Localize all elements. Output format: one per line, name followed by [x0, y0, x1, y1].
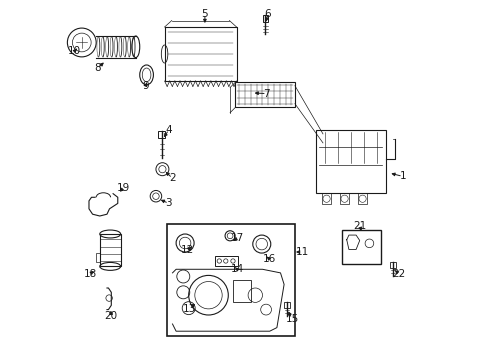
Text: 13: 13 — [183, 304, 196, 314]
Bar — [96, 253, 100, 262]
Text: 20: 20 — [104, 311, 118, 321]
Bar — [215, 256, 238, 266]
Bar — [235, 82, 294, 107]
Bar — [262, 15, 268, 22]
Text: 10: 10 — [68, 46, 81, 56]
Text: 7: 7 — [263, 89, 269, 99]
Text: 15: 15 — [285, 314, 298, 324]
Text: 8: 8 — [94, 63, 101, 73]
Bar — [358, 193, 366, 204]
Text: 9: 9 — [142, 81, 148, 91]
Text: 6: 6 — [264, 9, 271, 19]
Bar — [342, 230, 381, 264]
Bar — [100, 234, 121, 266]
Text: 4: 4 — [165, 125, 172, 135]
Bar — [167, 224, 294, 336]
Bar — [322, 193, 330, 204]
Bar — [158, 131, 164, 138]
Bar — [315, 130, 385, 193]
Text: 19: 19 — [117, 183, 130, 193]
Bar — [340, 193, 348, 204]
Bar — [389, 262, 395, 268]
Text: 12: 12 — [181, 245, 194, 255]
Text: 16: 16 — [263, 254, 276, 264]
Text: 5: 5 — [201, 9, 208, 19]
Text: 1: 1 — [399, 171, 406, 181]
Text: 11: 11 — [295, 247, 308, 257]
Text: 18: 18 — [83, 269, 97, 279]
Text: 21: 21 — [352, 221, 366, 231]
Text: 17: 17 — [230, 233, 244, 243]
Text: 14: 14 — [230, 264, 244, 274]
Text: 22: 22 — [391, 269, 405, 279]
Text: 3: 3 — [165, 198, 172, 208]
Bar — [283, 302, 289, 308]
Text: 2: 2 — [169, 173, 176, 183]
Bar — [232, 280, 250, 302]
